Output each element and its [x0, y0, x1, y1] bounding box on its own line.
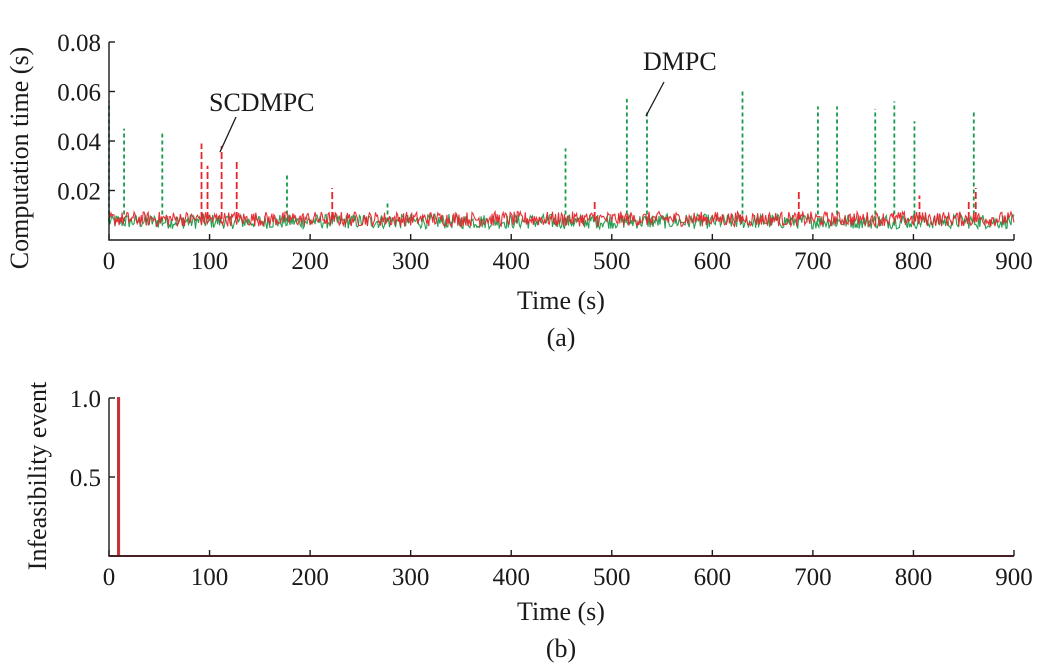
panel-b-xtick-label-600: 600: [694, 564, 732, 591]
panel-b-xtick-label-100: 100: [191, 564, 229, 591]
panel-a-xtick-label-500: 500: [593, 248, 631, 275]
panel-b-xtick-label-0: 0: [103, 564, 116, 591]
panel-a-xlabel: Time (s): [517, 286, 605, 315]
panel-a-ticks: 0 100 200 300 400 500 600 700 800 900 0.02 0.04 0.06…: [57, 30, 1033, 275]
panel-a-xtick-label-400: 400: [492, 248, 530, 275]
series-noise-scdmpc: [108, 209, 1015, 229]
panel-a-xtick-label-0: 0: [103, 248, 116, 275]
panel-a-xtick-label-100: 100: [191, 248, 229, 275]
panel-a-xtick-label-900: 900: [995, 248, 1033, 275]
panel-a-axes-frame: [108, 42, 1014, 241]
panel-b-xtick-label-300: 300: [392, 564, 430, 591]
panel-a-computation-time: 0 100 200 300 400 500 600 700 800 900 0.02 0.04 0.06…: [5, 30, 1033, 352]
panel-a-xtick-label-300: 300: [392, 248, 430, 275]
panel-a-ytick-label-0.04: 0.04: [57, 129, 101, 156]
panel-a-ytick-label-0.06: 0.06: [57, 80, 101, 107]
panel-b-label: (b): [546, 634, 576, 663]
panel-b-data-layer: [109, 397, 1014, 557]
panel-a-xtick-label-200: 200: [291, 248, 329, 275]
panel-a-xtick-label-800: 800: [895, 248, 933, 275]
panel-b-xtick-label-200: 200: [291, 564, 329, 591]
panel-b-xtick-label-500: 500: [593, 564, 631, 591]
dmpc-annotation-label: DMPC: [643, 47, 717, 76]
dmpc-annotation-leader: [645, 81, 665, 117]
panel-b-xtick-label-400: 400: [492, 564, 530, 591]
panel-a-ylabel: Computation time (s): [5, 47, 34, 269]
panel-a-ytick-label-0.08: 0.08: [57, 30, 101, 57]
panel-b-xtick-label-800: 800: [895, 564, 933, 591]
panel-a-xtick-label-700: 700: [794, 248, 832, 275]
panel-b-ylabel: Infeasibility event: [23, 381, 52, 570]
panel-a-label: (a): [547, 323, 576, 352]
panel-b-ticks: 0 100 200 300 400 500 600 700 800 900 0.5 1.0: [70, 386, 1033, 591]
panel-a-ytick-label-0.02: 0.02: [57, 179, 101, 206]
panel-b-ytick-label-0.5: 0.5: [70, 465, 101, 492]
scdmpc-annotation-label: SCDMPC: [209, 88, 315, 117]
panel-b-ytick-label-1.0: 1.0: [70, 386, 101, 413]
series-infeasibility: [109, 397, 1014, 557]
series-noise-dmpc: [108, 212, 1015, 231]
panel-b-xtick-label-900: 900: [995, 564, 1033, 591]
panel-b-xtick-label-700: 700: [794, 564, 832, 591]
scdmpc-annotation-leader: [219, 116, 237, 153]
panel-a-xtick-label-600: 600: [694, 248, 732, 275]
panel-b-infeasibility: 0 100 200 300 400 500 600 700 800 900 0.5 1.0 Infea…: [23, 381, 1033, 663]
panel-b-xlabel: Time (s): [517, 597, 605, 626]
panel-b-axes-frame: [108, 398, 1014, 557]
